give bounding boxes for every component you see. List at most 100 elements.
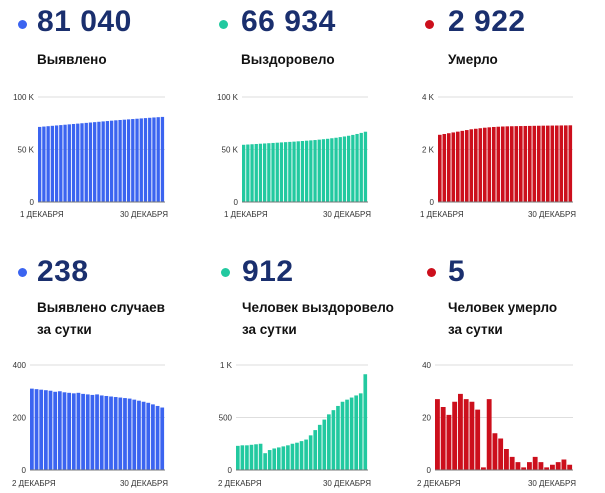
bar <box>296 141 300 202</box>
bar <box>555 462 561 471</box>
recovered-label: Выздоровело <box>241 52 335 67</box>
bar <box>240 445 245 470</box>
deaths-total: 2 922 <box>448 5 526 38</box>
recovered-total: 66 934 <box>241 5 336 38</box>
bar <box>527 462 532 471</box>
recovered-chart: 0 50 K 100 K 1 ДЕКАБРЯ 30 ДЕКАБРЯ <box>217 93 371 219</box>
bar <box>105 121 110 202</box>
daily-recovered-total: 912 <box>242 255 294 288</box>
bar <box>30 388 34 471</box>
bar <box>67 392 71 470</box>
y-tick-label: 100 K <box>13 93 35 102</box>
bar <box>146 402 151 470</box>
bar <box>131 119 135 202</box>
bar <box>458 393 463 471</box>
bar <box>446 414 452 471</box>
y-tick-label: 40 <box>422 361 431 370</box>
bar <box>561 459 567 470</box>
x-end-label: 30 ДЕКАБРЯ <box>120 210 168 219</box>
bar <box>67 124 71 202</box>
bar <box>509 456 515 471</box>
bar <box>71 123 76 202</box>
bar <box>532 456 538 471</box>
bar <box>478 128 483 202</box>
bar <box>546 125 550 202</box>
bar <box>523 125 528 202</box>
bar <box>84 122 88 202</box>
x-start-label: 2 ДЕКАБРЯ <box>12 479 56 488</box>
bar <box>267 143 271 202</box>
daily-deaths-label-line-1: Человек умерло <box>448 300 558 315</box>
bar <box>550 464 555 470</box>
bar <box>541 125 546 202</box>
bar <box>135 118 139 202</box>
bar <box>327 414 331 470</box>
bar <box>275 142 279 202</box>
y-tick-label: 0 <box>30 198 35 207</box>
bar <box>528 125 532 202</box>
bar <box>242 144 246 202</box>
confirmed-dot <box>18 20 27 29</box>
bar <box>127 398 132 470</box>
x-start-label: 2 ДЕКАБРЯ <box>218 479 262 488</box>
bar <box>521 467 527 471</box>
daily-recovered-label-line-1: Человек выздоровело <box>242 300 394 315</box>
bar <box>76 123 80 202</box>
bar <box>93 122 97 202</box>
daily-deaths-label-line-2: за сутки <box>448 322 503 337</box>
bar <box>97 121 101 202</box>
daily-confirmed-chart: 0 200 400 2 ДЕКАБРЯ 30 ДЕКАБРЯ <box>12 361 168 488</box>
bar <box>151 404 155 471</box>
bar <box>59 125 63 202</box>
y-tick-label: 4 K <box>422 93 435 102</box>
bar <box>42 126 46 202</box>
x-start-label: 1 ДЕКАБРЯ <box>20 210 64 219</box>
bar <box>309 140 313 202</box>
bar <box>469 401 475 470</box>
y-tick-label: 200 <box>13 414 27 423</box>
bar <box>475 409 481 471</box>
bar <box>76 392 81 470</box>
y-tick-label: 0 <box>228 466 233 475</box>
bar <box>118 119 122 202</box>
bar <box>505 126 510 202</box>
daily-confirmed-dot <box>18 268 27 277</box>
bar <box>486 399 492 471</box>
bar <box>435 399 440 471</box>
x-end-label: 30 ДЕКАБРЯ <box>323 210 371 219</box>
bar <box>48 390 53 470</box>
bar <box>321 139 326 202</box>
bar <box>272 448 277 470</box>
bar <box>299 441 304 471</box>
bar <box>245 445 249 470</box>
confirmed-chart: 0 50 K 100 K 1 ДЕКАБРЯ 30 ДЕКАБРЯ <box>13 93 168 219</box>
bar <box>514 126 519 202</box>
bar <box>141 401 146 470</box>
bar <box>254 444 258 470</box>
bar <box>359 132 363 202</box>
bar <box>113 397 118 470</box>
bar <box>452 401 458 470</box>
x-end-label: 30 ДЕКАБРЯ <box>323 479 371 488</box>
bar <box>519 126 523 202</box>
bar <box>305 140 309 202</box>
panel-recovered: 66 934 Выздоровело 0 50 K 100 K 1 ДЕКАБРЯ 30… <box>200 0 405 240</box>
bar <box>143 118 148 202</box>
bar <box>559 125 564 202</box>
bar <box>300 141 305 202</box>
y-tick-label: 1 K <box>220 361 233 370</box>
bar <box>351 134 355 202</box>
bar <box>510 126 514 202</box>
bar <box>363 374 368 470</box>
x-start-label: 2 ДЕКАБРЯ <box>417 479 461 488</box>
bar <box>284 142 288 202</box>
panel-confirmed: 81 040 Выявлено 0 50 K 100 K 1 ДЕКАБРЯ 30 ДЕ… <box>0 0 200 240</box>
daily-deaths-total: 5 <box>448 255 466 288</box>
bar <box>126 119 131 202</box>
deaths-label: Умерло <box>448 52 498 67</box>
bar <box>250 144 254 202</box>
bar <box>71 393 76 470</box>
bar <box>501 126 505 202</box>
daily-recovered-dot <box>221 268 230 277</box>
bar <box>276 447 281 470</box>
